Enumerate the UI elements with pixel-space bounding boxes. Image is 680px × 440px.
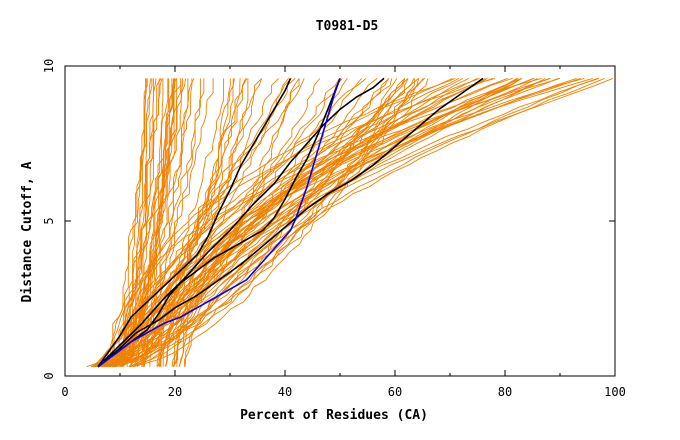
model-curve: [113, 78, 279, 368]
model-curve: [159, 77, 480, 367]
model-curve: [162, 77, 581, 367]
x-tick-label: 60: [388, 385, 402, 399]
model-curve: [176, 77, 600, 367]
model-curve: [115, 77, 535, 367]
model-curve: [102, 78, 154, 368]
model-curve: [110, 77, 561, 367]
highlight-curve-1: [97, 77, 385, 368]
model-curve: [171, 78, 519, 367]
x-tick-label: 80: [498, 385, 512, 399]
x-tick-label: 100: [604, 385, 626, 399]
model-curve: [102, 78, 147, 367]
y-tick-label: 0: [42, 372, 56, 379]
model-curve: [115, 78, 518, 367]
model-curve: [141, 77, 593, 367]
y-tick-label: 5: [42, 217, 56, 224]
model-curve: [120, 78, 160, 367]
model-curve: [108, 78, 183, 368]
model-curve: [143, 77, 513, 367]
y-tick-label: 10: [42, 59, 56, 73]
highlight-curve-0: [97, 78, 292, 368]
model-curve: [105, 78, 415, 368]
x-axis-label: Percent of Residues (CA): [240, 408, 428, 423]
model-curve: [173, 77, 522, 367]
model-curve: [172, 77, 577, 367]
model-curve: [122, 77, 460, 367]
x-tick-label: 0: [61, 385, 68, 399]
model-curve: [104, 78, 193, 368]
model-curve: [173, 77, 464, 367]
chart-title: T0981-D5: [316, 19, 379, 34]
model-curve: [112, 78, 409, 368]
best-model-curve: [97, 78, 341, 368]
model-curve: [142, 78, 546, 367]
model-curve: [97, 78, 177, 367]
model-curve: [90, 78, 241, 368]
tick-labels: 0 20 40 60 80 100 0 5 10: [42, 59, 626, 399]
model-curve: [104, 78, 420, 368]
model-curve: [116, 78, 148, 367]
model-curve: [128, 78, 362, 368]
model-curve: [129, 78, 406, 368]
model-curve: [126, 77, 456, 367]
model-curve: [142, 77, 542, 367]
x-tick-label: 20: [168, 385, 182, 399]
model-curve: [90, 78, 248, 368]
highlight-curve-3: [97, 77, 484, 368]
model-curve: [86, 78, 205, 368]
x-tick-label: 40: [278, 385, 292, 399]
highlight-curve-2: [97, 78, 341, 368]
y-axis-label: Distance Cutoff, A: [20, 161, 35, 302]
highlighted-model-curves: [97, 77, 484, 368]
model-curve: [157, 78, 523, 367]
model-curve: [113, 78, 305, 368]
model-curve: [92, 78, 367, 368]
axis-ticks: [64, 65, 616, 377]
model-curve: [149, 77, 614, 367]
model-curve: [132, 78, 292, 368]
